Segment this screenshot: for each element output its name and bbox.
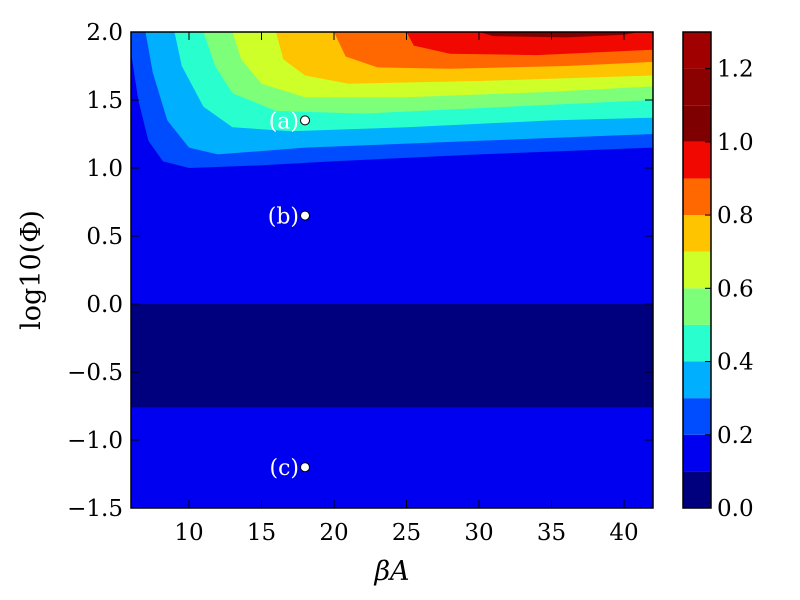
colorbar-segment [683,251,711,289]
colorbar-segment [683,288,711,325]
colorbar: 0.0 0.2 0.4 0.6 0.8 1.0 1.2 [682,31,754,522]
colorbar-segment [683,471,711,508]
colorbar-segment [683,141,711,179]
x-tick-label: 15 [247,520,276,546]
colorbar-tick-label: 0.6 [717,276,754,302]
annotation-point [300,462,310,473]
y-tick-label: 2.0 [86,20,123,46]
colorbar-segment [683,434,711,472]
colorbar-segment [683,398,711,435]
x-tick-label: 10 [174,520,203,546]
contour-band-0 [131,304,653,408]
colorbar-segment [683,105,711,142]
annotation-layer: (a) (b) (c) [268,109,310,481]
annotation-label: (b) [268,205,299,230]
colorbar-segment [683,324,711,362]
annotation-point [300,210,310,221]
annotation-point [300,115,310,126]
y-tick-label: −1.5 [67,496,123,522]
colorbar-tick-label: 0.8 [717,203,754,229]
x-tick-label: 30 [464,520,493,546]
y-tick-label: 0.5 [86,224,123,250]
plot-frame [130,31,654,509]
colorbar-segment [683,361,711,399]
contour-band-9 [406,32,653,56]
colorbar-tick-label: 1.0 [717,130,754,156]
contour-band-10 [479,32,639,38]
colorbar-tick-label: 0.4 [717,350,754,376]
colorbar-tick-label: 1.2 [717,57,754,83]
contour-plot-area [131,32,653,508]
colorbar-segment [683,178,711,216]
colorbar-frame [682,31,712,509]
y-tick-label: −0.5 [67,360,123,386]
colorbar-tick-label: 0.0 [717,496,754,522]
x-axis-title: βA [373,556,409,587]
y-axis: −1.5 −1.0 −0.5 0.0 0.5 1.0 1.5 2.0 [67,20,653,522]
x-tick-label: 40 [609,520,638,546]
y-tick-label: 1.0 [86,156,123,182]
y-tick-label: 1.5 [86,88,123,114]
colorbar-segment [683,32,711,69]
y-tick-label: 0.0 [86,292,123,318]
annotation-label: (a) [269,109,299,134]
x-axis: 10 15 20 25 30 35 40 [174,32,639,546]
colorbar-tick-label: 0.2 [717,423,754,449]
y-tick-label: −1.0 [67,428,123,454]
colorbar-segment [683,68,711,106]
y-axis-title: log10(Φ) [16,210,47,330]
colorbar-segment [683,215,711,252]
x-tick-label: 25 [392,520,421,546]
x-tick-label: 35 [537,520,566,546]
annotation-label: (c) [270,456,300,481]
x-tick-label: 20 [319,520,348,546]
